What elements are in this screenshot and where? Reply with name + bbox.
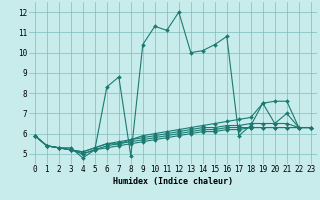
X-axis label: Humidex (Indice chaleur): Humidex (Indice chaleur) [113,177,233,186]
